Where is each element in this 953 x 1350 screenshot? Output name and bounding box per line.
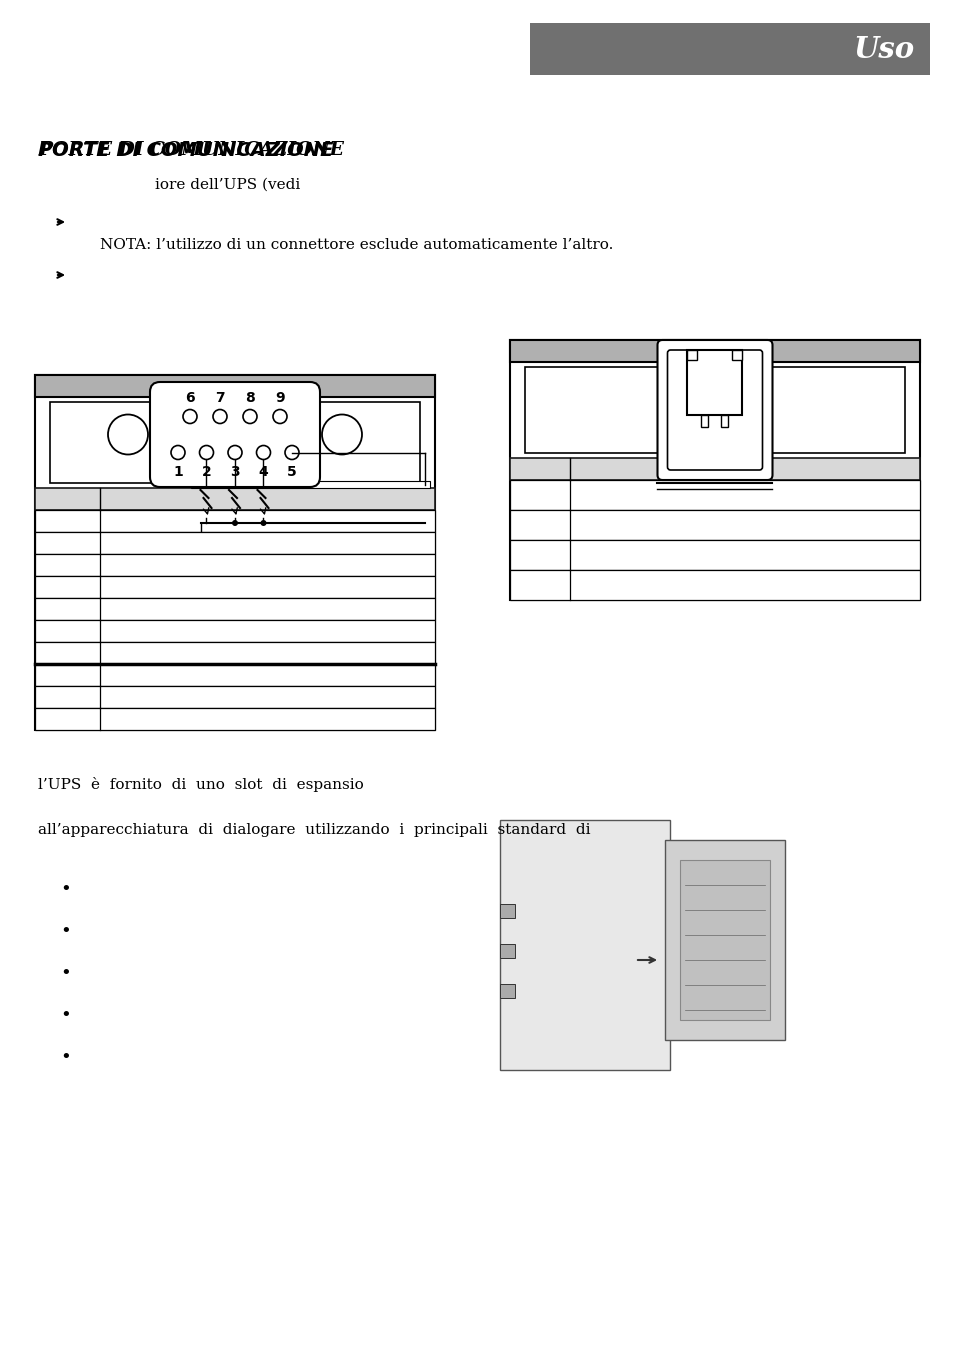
- Bar: [732, 350, 741, 360]
- Bar: [510, 458, 919, 481]
- Bar: [35, 620, 435, 643]
- Bar: [530, 23, 929, 76]
- Bar: [510, 481, 919, 510]
- Text: 2: 2: [201, 464, 212, 478]
- Text: •: •: [60, 882, 71, 899]
- FancyBboxPatch shape: [667, 350, 761, 470]
- Bar: [700, 414, 708, 427]
- Text: 7: 7: [215, 390, 225, 405]
- Text: •: •: [60, 1049, 71, 1066]
- Bar: [35, 643, 435, 664]
- Bar: [510, 340, 919, 362]
- Text: 1: 1: [172, 464, 183, 478]
- Bar: [499, 819, 669, 1071]
- Bar: [35, 375, 435, 397]
- Bar: [35, 664, 435, 686]
- Text: 8: 8: [245, 390, 254, 405]
- Bar: [510, 340, 919, 599]
- Text: •: •: [60, 923, 71, 941]
- Text: •: •: [60, 1007, 71, 1025]
- Bar: [192, 481, 430, 487]
- Text: iore dell’UPS (vedi: iore dell’UPS (vedi: [154, 178, 300, 192]
- Bar: [35, 375, 435, 730]
- Text: PORTE DI COMUNICAZIONE: PORTE DI COMUNICAZIONE: [38, 140, 343, 159]
- Text: Uso: Uso: [853, 35, 914, 63]
- Text: •: •: [60, 965, 71, 983]
- Text: 4: 4: [258, 464, 268, 478]
- Bar: [679, 860, 769, 1021]
- Text: PORTE DI COMUNICAZIONE: PORTE DI COMUNICAZIONE: [38, 140, 334, 159]
- Circle shape: [260, 520, 266, 526]
- Text: NOTA: l’utilizzo di un connettore esclude automaticamente l’altro.: NOTA: l’utilizzo di un connettore esclud…: [100, 238, 613, 252]
- Bar: [35, 576, 435, 598]
- Text: 9: 9: [274, 390, 285, 405]
- Bar: [499, 944, 515, 958]
- Bar: [35, 532, 435, 553]
- Text: l’UPS  è  fornito  di  uno  slot  di  espansio: l’UPS è fornito di uno slot di espansio: [38, 778, 363, 792]
- Text: 6: 6: [185, 390, 194, 405]
- Bar: [35, 487, 435, 510]
- Bar: [524, 367, 904, 454]
- Bar: [499, 984, 515, 998]
- Bar: [510, 570, 919, 599]
- FancyBboxPatch shape: [657, 340, 772, 481]
- Bar: [35, 598, 435, 620]
- Bar: [50, 402, 419, 483]
- Text: 3: 3: [230, 464, 239, 478]
- Bar: [687, 350, 697, 360]
- Bar: [510, 510, 919, 540]
- Bar: [35, 510, 435, 532]
- Bar: [720, 414, 728, 427]
- FancyBboxPatch shape: [150, 382, 319, 487]
- Bar: [35, 686, 435, 707]
- Bar: [510, 540, 919, 570]
- Bar: [35, 554, 435, 576]
- Circle shape: [232, 520, 237, 526]
- Text: all’apparecchiatura  di  dialogare  utilizzando  i  principali  standard  di: all’apparecchiatura di dialogare utilizz…: [38, 824, 590, 837]
- Text: 5: 5: [287, 464, 296, 478]
- Bar: [35, 707, 435, 730]
- Bar: [499, 904, 515, 918]
- Bar: [687, 350, 741, 414]
- Bar: [664, 840, 784, 1040]
